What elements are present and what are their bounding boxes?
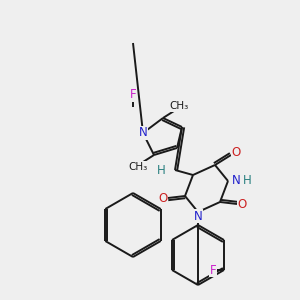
Text: O: O: [231, 146, 241, 158]
Text: CH₃: CH₃: [169, 101, 189, 111]
Text: N: N: [194, 209, 202, 223]
Text: CH₃: CH₃: [128, 162, 148, 172]
Text: O: O: [158, 191, 168, 205]
Text: O: O: [237, 197, 247, 211]
Text: H: H: [243, 175, 251, 188]
Text: H: H: [157, 164, 165, 176]
Text: N: N: [232, 175, 240, 188]
Text: F: F: [210, 263, 216, 277]
Text: N: N: [139, 127, 147, 140]
Text: F: F: [130, 88, 136, 101]
